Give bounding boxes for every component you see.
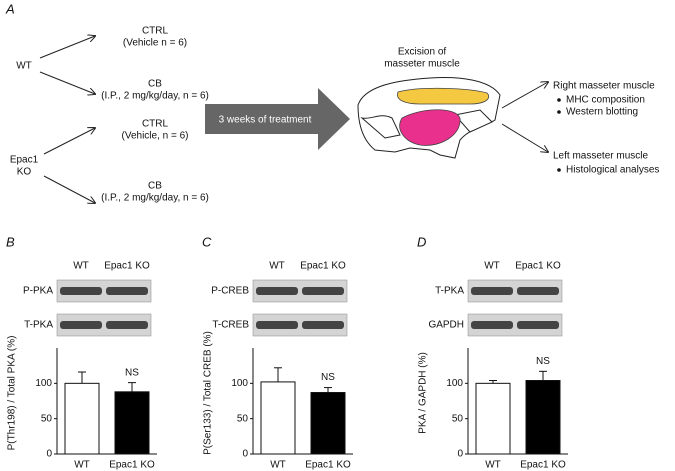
blot-column: WT [269, 261, 285, 272]
group-name: KO [17, 167, 32, 178]
blot [467, 279, 563, 303]
y-axis-label: P(Thr198) / Total PKA (%) [7, 336, 18, 451]
bar [475, 382, 511, 455]
x-tick-label: WT [485, 460, 501, 471]
blot-band [302, 321, 344, 329]
bar [310, 392, 346, 455]
blot-row: P-PKA [23, 286, 53, 297]
arm-title: CTRL [142, 26, 169, 37]
excision-label: masseter muscle [384, 59, 460, 70]
outcome-title: Left masseter muscle [553, 151, 648, 162]
blot-band [256, 287, 298, 295]
arm-title: CTRL [142, 119, 169, 130]
y-tick-label: 50 [237, 413, 249, 424]
bullet [557, 110, 561, 114]
muscle-upper [397, 87, 490, 105]
blot [56, 313, 152, 337]
blot-column: Epac1 KO [515, 261, 561, 272]
y-tick-label: 0 [457, 449, 463, 460]
arm-title: CB [148, 181, 162, 192]
y-axis-label: P(Ser133) / Total CREB (%) [203, 331, 214, 455]
blot-band [60, 287, 102, 295]
arm-detail: (Vehicle, n = 6) [122, 131, 189, 142]
outcome-item: MHC composition [566, 95, 645, 106]
bar [525, 380, 561, 455]
blot-band [471, 287, 513, 295]
x-tick-label: Epac1 KO [109, 460, 155, 471]
y-tick-label: 50 [452, 413, 464, 424]
annotation: NS [125, 367, 139, 378]
masseter [399, 109, 461, 146]
blot-band [302, 287, 344, 295]
y-axis-label: PKA / GAPDH (%) [418, 352, 429, 434]
blot-row: T-PKA [24, 320, 53, 331]
panel-label: B [6, 234, 15, 249]
outcome-title: Right masseter muscle [553, 81, 655, 92]
y-tick-label: 100 [231, 378, 248, 389]
panel-label: A [5, 1, 15, 16]
y-tick-label: 100 [35, 378, 52, 389]
annotation: NS [321, 372, 335, 383]
arm-detail: (Vehicle n = 6) [123, 38, 187, 49]
panel-label: C [202, 234, 212, 249]
blot-column: Epac1 KO [300, 261, 346, 272]
y-tick-label: 0 [242, 449, 248, 460]
blot-band [471, 321, 513, 329]
x-tick-label: WT [74, 460, 90, 471]
outcome-item: Western blotting [566, 107, 638, 118]
blot-row: T-PKA [435, 286, 464, 297]
arm-title: CB [148, 79, 162, 90]
panel-a-arrows [39, 36, 548, 203]
blot-band [256, 321, 298, 329]
blot [252, 313, 348, 337]
group-name: WT [16, 61, 32, 72]
bar [114, 391, 150, 455]
blot [56, 279, 152, 303]
bullet [557, 98, 561, 102]
y-tick-label: 100 [446, 378, 463, 389]
blot-band [517, 321, 559, 329]
treatment-label: 3 weeks of treatment [219, 115, 312, 126]
blot-row: T-CREB [212, 320, 249, 331]
outcome-item: Histological analyses [566, 165, 659, 176]
blot [252, 279, 348, 303]
bullet [557, 168, 561, 172]
blot-row: GAPDH [428, 320, 464, 331]
blot-band [106, 321, 148, 329]
blot [467, 313, 563, 337]
y-tick-label: 50 [41, 413, 53, 424]
x-tick-label: Epac1 KO [305, 460, 351, 471]
annotation: NS [536, 356, 550, 367]
excision-label: Excision of [398, 47, 447, 58]
treatment-arrow [205, 88, 350, 150]
group-name: Epac1 [10, 155, 39, 166]
panel-label: D [417, 234, 426, 249]
blot-band [517, 287, 559, 295]
blot-row: P-CREB [211, 286, 249, 297]
x-tick-label: Epac1 KO [520, 460, 566, 471]
arm-detail: (I.P., 2 mg/kg/day, n = 6) [101, 91, 209, 102]
blot-column: WT [484, 261, 500, 272]
blot-column: Epac1 KO [104, 261, 150, 272]
y-tick-label: 0 [46, 449, 52, 460]
arm-detail: (I.P., 2 mg/kg/day, n = 6) [101, 193, 209, 204]
blot-column: WT [73, 261, 89, 272]
bar [64, 382, 100, 455]
bar [260, 381, 296, 455]
x-tick-label: WT [270, 460, 286, 471]
blot-band [106, 287, 148, 295]
blot-band [60, 321, 102, 329]
